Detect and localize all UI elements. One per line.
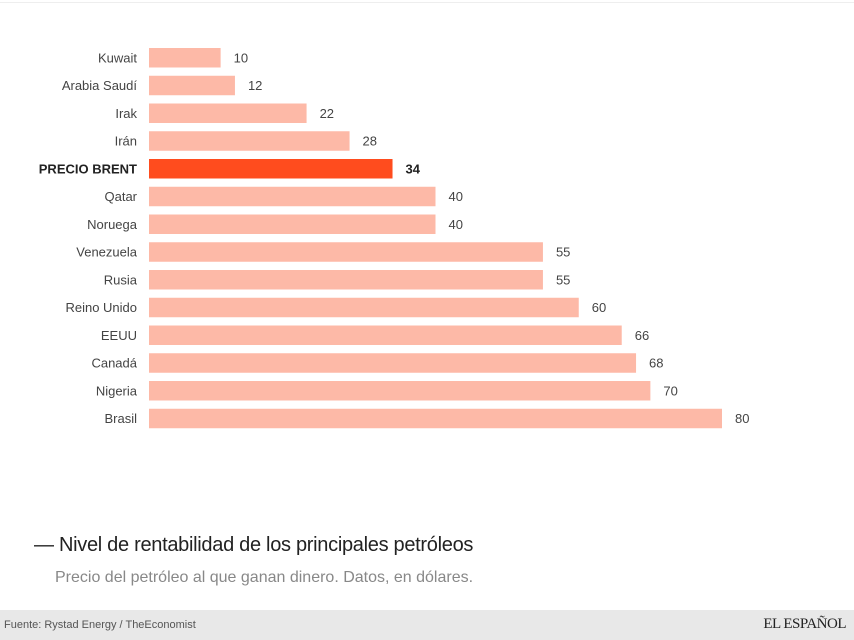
value-label: 70	[663, 383, 677, 398]
top-divider	[0, 2, 854, 3]
category-label: Noruega	[87, 217, 138, 232]
category-label: EEUU	[101, 328, 137, 343]
category-label: Irán	[115, 134, 137, 149]
value-label: 68	[649, 356, 663, 371]
value-label: 28	[363, 134, 377, 149]
category-label: Irak	[115, 106, 137, 121]
bar	[149, 408, 722, 429]
bar	[149, 131, 350, 151]
bar	[149, 214, 436, 234]
bar	[149, 242, 543, 262]
category-label: Qatar	[104, 189, 137, 204]
chart-title: — Nivel de rentabilidad de los principal…	[34, 534, 474, 556]
value-label: 66	[635, 328, 649, 343]
bar	[149, 325, 622, 345]
bar	[149, 75, 235, 96]
category-label: Arabia Saudí	[62, 78, 138, 93]
bar	[149, 270, 543, 290]
bar-highlight	[149, 159, 393, 179]
bar-chart: Kuwait 10 Arabia Saudí 12 Irak 22 Irán 28 PRECIO…	[39, 48, 749, 429]
chart-subtitle: Precio del petróleo al que ganan dinero.…	[55, 569, 474, 586]
value-label: 40	[449, 217, 463, 232]
category-label: PRECIO BRENT	[39, 161, 137, 176]
value-label: 10	[234, 50, 248, 65]
brand-logo: EL ESPAÑOL	[763, 616, 846, 632]
value-label: 80	[735, 411, 749, 426]
footer: Fuente: Rystad Energy / TheEconomist EL …	[0, 610, 854, 640]
bar	[149, 186, 436, 207]
value-label: 60	[592, 300, 606, 315]
source-text: Fuente: Rystad Energy / TheEconomist	[4, 619, 196, 631]
bar	[149, 353, 637, 373]
category-label: Nigeria	[96, 383, 138, 398]
category-label: Canadá	[91, 356, 137, 371]
value-label: 55	[556, 272, 570, 287]
category-label: Venezuela	[76, 245, 137, 260]
value-label: 22	[320, 106, 334, 121]
category-label: Brasil	[104, 411, 137, 426]
bar	[149, 297, 579, 318]
category-label: Rusia	[104, 272, 138, 287]
chart-title-text: Nivel de rentabilidad de los principales…	[58, 534, 474, 556]
bar	[149, 103, 307, 123]
value-label: 34	[406, 161, 421, 176]
value-label: 40	[449, 189, 463, 204]
category-label: Kuwait	[98, 50, 137, 65]
bar	[149, 381, 651, 401]
bar	[149, 48, 221, 68]
category-label: Reino Unido	[65, 300, 137, 315]
value-label: 12	[248, 78, 262, 93]
value-label: 55	[556, 245, 570, 260]
